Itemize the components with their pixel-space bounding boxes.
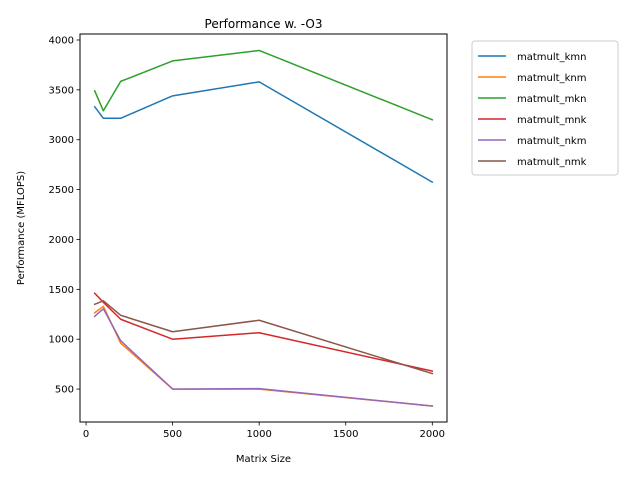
legend-frame	[471, 40, 619, 176]
series-line-matmult_kmn	[93, 81, 434, 184]
x-tick-label: 0	[83, 429, 89, 440]
y-tick-label: 3500	[49, 85, 74, 96]
y-tick-label: 3000	[49, 135, 74, 146]
legend: matmult_kmn matmult_knm matmult_mknmatmult…	[471, 40, 619, 176]
series-line-matmult_mkn	[93, 49, 434, 121]
legend-label: matmult_mnk	[517, 115, 587, 126]
legend-label: matmult_kmn	[517, 52, 586, 63]
y-axis-label: Performance (MFLOPS)	[16, 171, 27, 285]
legend-label: matmult_mkn	[517, 94, 586, 105]
y-tick-label: 1500	[49, 285, 74, 296]
y-tick-label: 2500	[49, 185, 74, 196]
legend-label: matmult_knm	[517, 73, 586, 84]
legend-label: matmult_nmk	[517, 157, 587, 168]
y-axis: 500 1000 1500 2000 2500 3000 3500 4000	[49, 35, 80, 396]
x-axis: 0 500 1000 1500 2000	[83, 422, 445, 440]
x-tick-label: 1500	[333, 429, 358, 440]
y-tick-label: 500	[55, 385, 74, 396]
y-tick-label: 1000	[49, 335, 74, 346]
legend-label: matmult_nkm	[517, 136, 586, 147]
series-line-matmult_nkm	[93, 308, 434, 407]
plot-frame	[79, 33, 448, 423]
x-tick-label: 1000	[246, 429, 271, 440]
chart-title: Performance w. -O3	[205, 17, 323, 31]
plot-lines	[93, 49, 434, 407]
x-tick-label: 2000	[420, 429, 445, 440]
series-line-matmult_nmk	[93, 300, 434, 375]
y-tick-label: 4000	[49, 35, 74, 46]
y-tick-label: 2000	[49, 235, 74, 246]
x-axis-label: Matrix Size	[236, 454, 291, 465]
x-tick-label: 500	[163, 429, 182, 440]
